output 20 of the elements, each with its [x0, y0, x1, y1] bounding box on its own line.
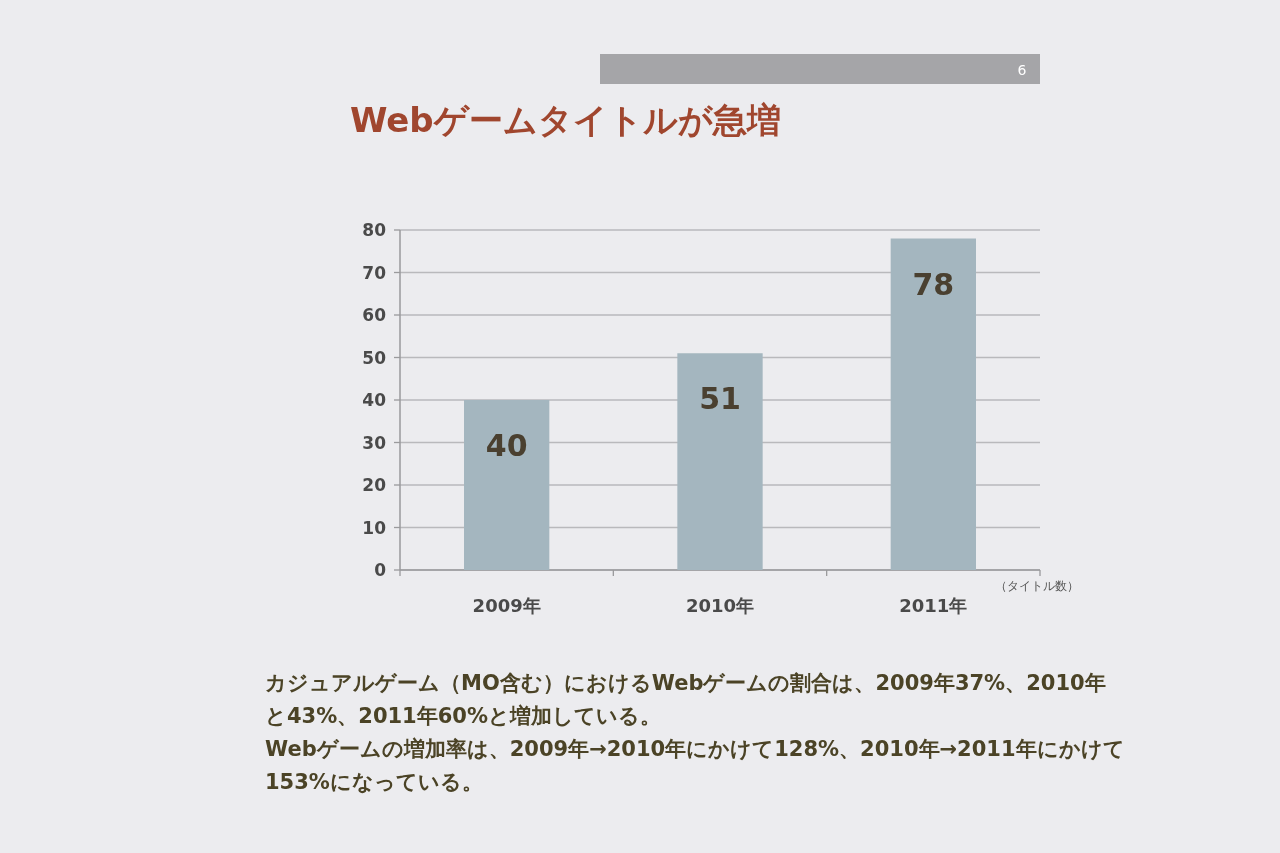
data-label: 78: [912, 266, 955, 302]
y-tick-label: 40: [362, 390, 386, 411]
x-tick-label: 2009年: [472, 595, 541, 616]
y-tick-label: 0: [374, 560, 386, 581]
title: Webゲームタイトルが急増: [350, 100, 781, 140]
note: Webゲームの増加率は、2009年→2010年にかけて128%、2010年→2011年にかけて153%になっている。: [265, 737, 1125, 794]
slide-number: 6: [1017, 62, 1027, 78]
y-tick-label: 30: [362, 432, 386, 453]
x-tick-label: 2010年: [685, 595, 755, 616]
y-tick-label: 70: [362, 262, 386, 283]
y-tick-label: 80: [362, 220, 386, 241]
y-tick-label: 20: [362, 475, 386, 496]
y-tick-label: 10: [362, 517, 386, 538]
unit-note: （タイトル数）: [995, 579, 1079, 593]
y-tick-label: 50: [362, 347, 386, 368]
y-tick-label: 60: [362, 305, 386, 326]
data-label: 40: [485, 428, 528, 463]
data-label: 51: [699, 381, 741, 417]
note: カジュアルゲーム（MO含む）におけるWebゲームの割合は、2009年37%、2010年と43%、2011年60%と増加している。: [265, 671, 1106, 728]
x-tick-label: 2011年: [899, 595, 968, 616]
